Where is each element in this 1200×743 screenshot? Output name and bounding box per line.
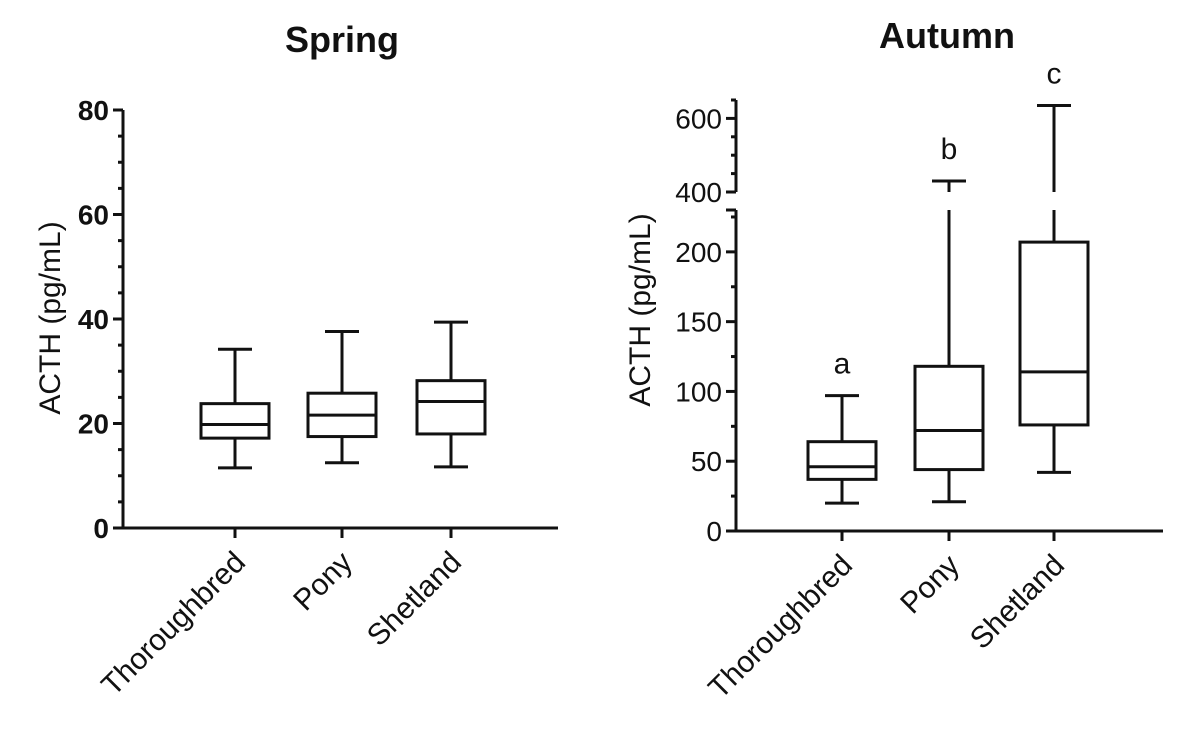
spring-y-tick-label: 60 [78,200,109,231]
autumn-y-tick-label: 0 [706,516,722,547]
autumn-panel: Autumn ACTH (pg/mL) 0 50 100 150 200 400 600 a… [624,15,1163,705]
autumn-box-pony [913,179,985,504]
iqr-box [415,379,487,436]
autumn-box-shetland [1018,104,1090,474]
significance-label: c [1047,58,1062,91]
spring-category-label: Pony [287,546,359,618]
spring-y-tick-label: 0 [93,513,109,544]
autumn-category-label: Shetland [964,549,1071,656]
autumn-y-tick-label: 150 [675,307,722,338]
autumn-box-thoroughbred [806,394,878,505]
autumn-boxes [806,104,1090,505]
spring-panel: Spring ACTH (pg/mL) 0 20 40 60 80 Thoroughbr… [34,19,558,702]
spring-category-label: Thoroughbred [95,546,252,703]
spring-category-label: Shetland [361,546,468,653]
spring-y-tick-label: 20 [78,409,109,440]
spring-axes: 0 20 40 60 80 [78,95,558,544]
autumn-category-label: Pony [894,549,966,621]
iqr-box [806,440,878,481]
significance-label: a [834,348,851,381]
autumn-title: Autumn [879,15,1015,56]
iqr-box [199,402,271,440]
autumn-category-label: Thoroughbred [702,549,859,706]
spring-y-tick-label: 40 [78,304,109,335]
iqr-box [1018,240,1090,427]
autumn-axes: 0 50 100 150 200 400 600 [675,98,1163,547]
significance-label: b [941,133,958,166]
autumn-y-axis-label: ACTH (pg/mL) [624,213,657,406]
autumn-y-tick-label: 100 [675,376,722,407]
autumn-y-tick-label: 50 [691,446,722,477]
spring-title: Spring [285,19,399,60]
autumn-significance-labels: a b c [834,58,1062,381]
autumn-y-tick-label: 400 [675,177,722,208]
spring-box-pony [306,330,378,465]
spring-y-axis-label: ACTH (pg/mL) [34,221,67,414]
spring-y-tick-label: 80 [78,95,109,126]
autumn-y-tick-label: 600 [675,103,722,134]
autumn-y-tick-label: 200 [675,237,722,268]
spring-box-shetland [415,320,487,469]
spring-boxes [199,320,487,470]
spring-category-labels: Thoroughbred Pony Shetland [95,546,468,703]
spring-box-thoroughbred [199,347,271,470]
iqr-box [913,364,985,472]
